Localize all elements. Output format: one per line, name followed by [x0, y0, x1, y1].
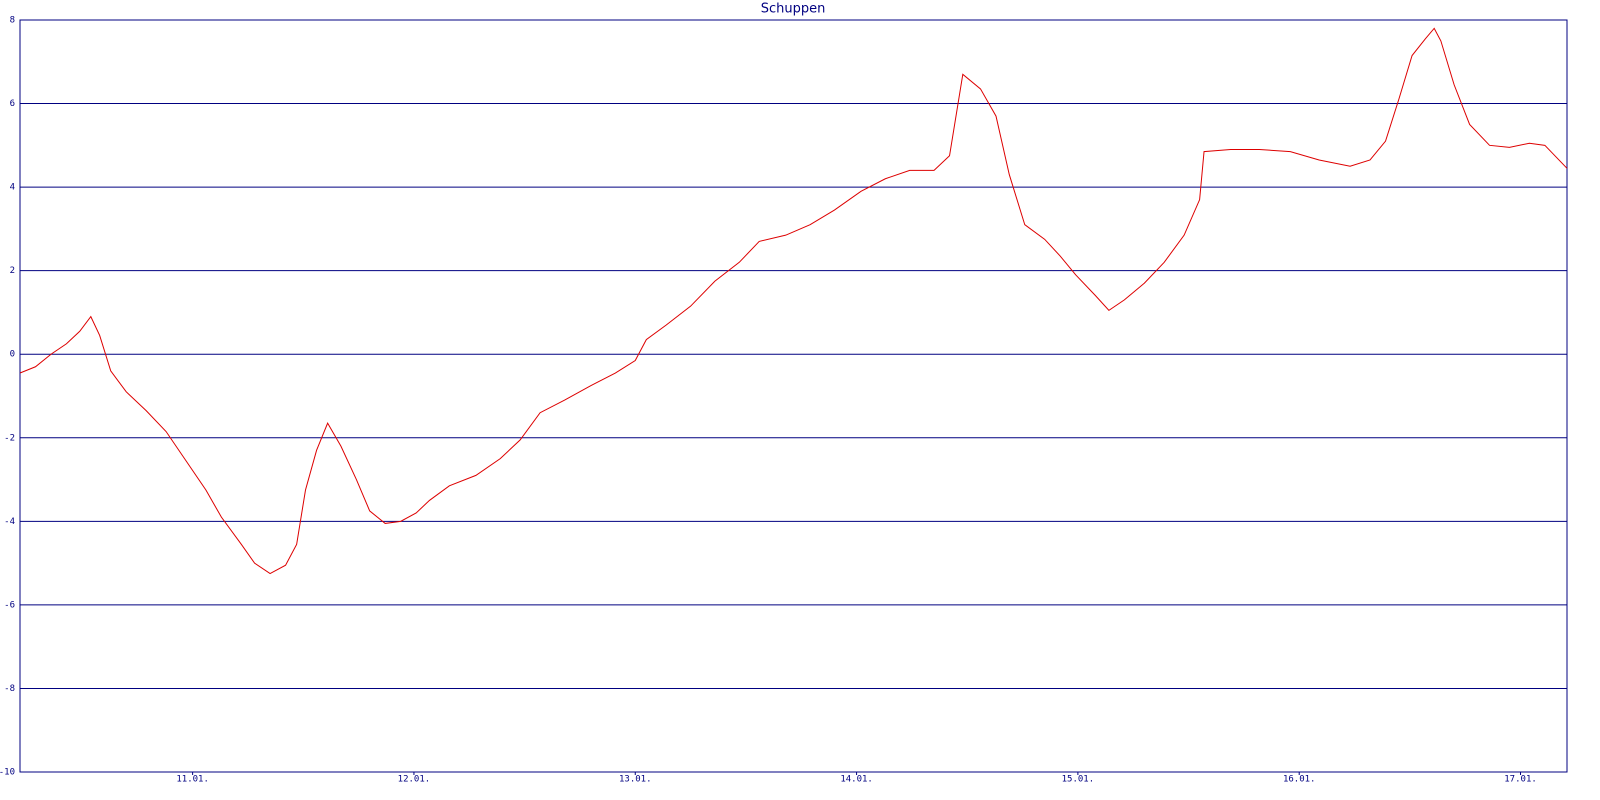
y-tick-label: -8 — [4, 684, 15, 694]
y-tick-label: -2 — [4, 433, 15, 443]
x-tick-label: 17.01. — [1504, 775, 1537, 785]
x-tick-label: 11.01. — [176, 775, 209, 785]
y-tick-label: -10 — [0, 768, 15, 778]
chart-title: Schuppen — [761, 2, 826, 17]
data-line — [19, 27, 1568, 575]
x-tick-label: 13.01. — [619, 775, 652, 785]
y-tick-label: 2 — [10, 266, 15, 276]
y-tick-label: 8 — [10, 16, 15, 26]
x-tick-label: 14.01. — [840, 775, 873, 785]
y-tick-label: 6 — [10, 99, 15, 109]
y-tick-label: -6 — [4, 600, 15, 610]
y-tick-label: 0 — [10, 350, 15, 360]
y-tick-label: 4 — [10, 183, 15, 193]
y-tick-label: -4 — [4, 517, 15, 527]
x-tick-label: 15.01. — [1062, 775, 1095, 785]
x-tick-label: 12.01. — [398, 775, 431, 785]
x-tick-label: 16.01. — [1283, 775, 1316, 785]
